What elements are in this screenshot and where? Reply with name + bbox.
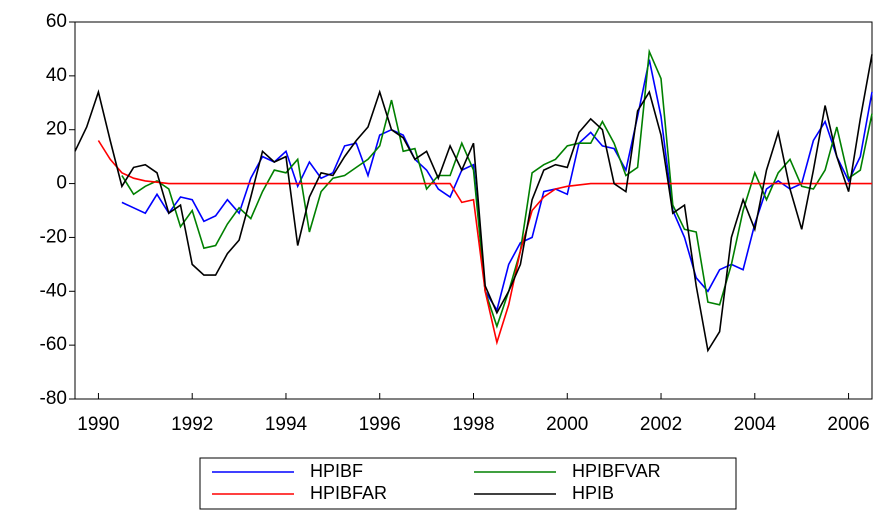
legend-label: HPIBFVAR bbox=[572, 461, 661, 481]
y-tick-label: -60 bbox=[40, 334, 67, 355]
y-tick-label: 0 bbox=[56, 173, 67, 194]
x-tick-label: 2002 bbox=[640, 414, 682, 435]
x-tick-label: 1998 bbox=[452, 414, 494, 435]
legend-label: HPIB bbox=[572, 483, 614, 503]
legend-label: HPIBFAR bbox=[310, 483, 387, 503]
legend-label: HPIBF bbox=[310, 461, 363, 481]
y-tick-label: -80 bbox=[40, 388, 67, 409]
legend-box bbox=[199, 457, 737, 510]
plot-frame bbox=[74, 21, 873, 400]
x-tick-label: 2006 bbox=[827, 414, 869, 435]
x-tick-label: 1994 bbox=[265, 414, 308, 435]
x-tick-label: 1996 bbox=[359, 414, 401, 435]
y-tick-label: -40 bbox=[40, 280, 67, 301]
x-tick-label: 1992 bbox=[171, 414, 213, 435]
series-line bbox=[121, 59, 873, 313]
x-tick-label: 2004 bbox=[734, 414, 777, 435]
y-tick-label: 60 bbox=[46, 11, 67, 32]
series-line bbox=[74, 54, 873, 353]
y-tick-label: 40 bbox=[46, 65, 67, 86]
legend: HPIBF HPIBFVAR HPIBFAR HPIB bbox=[199, 457, 737, 510]
x-tick-label: 1990 bbox=[77, 414, 119, 435]
series-line bbox=[121, 48, 873, 329]
x-tick-label: 2000 bbox=[546, 414, 588, 435]
series-line bbox=[97, 140, 872, 346]
y-tick-label: -20 bbox=[40, 226, 67, 247]
y-tick-label: 20 bbox=[46, 119, 67, 140]
